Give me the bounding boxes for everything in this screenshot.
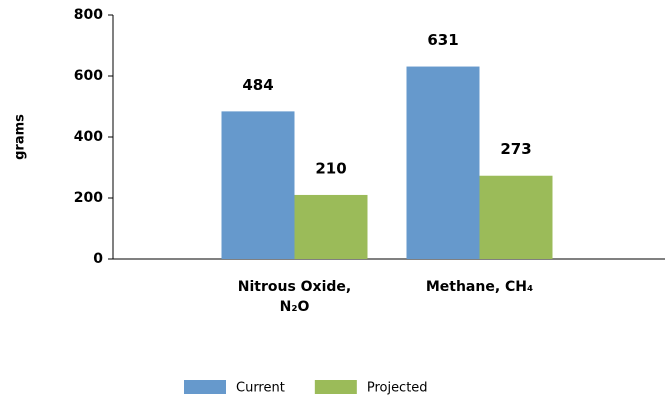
legend-label: Projected [367, 381, 428, 396]
data-label: 273 [500, 140, 531, 158]
legend-label: Current [236, 381, 285, 396]
bar [479, 175, 553, 259]
x-tick-label: Methane, CH₄ [425, 279, 534, 295]
y-tick-label: 800 [74, 7, 103, 23]
data-label: 631 [427, 31, 458, 49]
x-tick-label: Nitrous Oxide, N₂O [237, 279, 352, 315]
y-tick-label: 600 [74, 68, 103, 84]
y-tick-label: 0 [93, 251, 103, 267]
y-tick-label: 400 [74, 129, 103, 145]
data-label: 210 [315, 159, 346, 177]
bar [406, 66, 480, 259]
y-axis-label: grams [13, 114, 28, 160]
x-tick-text: Methane, CH₄ [425, 279, 534, 295]
legend-swatch [314, 380, 357, 394]
legend-swatch [184, 380, 226, 394]
bar [294, 194, 368, 259]
y-tick-label: 200 [74, 190, 103, 206]
x-tick-text: Nitrous Oxide, N₂O [237, 279, 352, 315]
data-label: 484 [242, 76, 273, 94]
bar [221, 111, 295, 259]
